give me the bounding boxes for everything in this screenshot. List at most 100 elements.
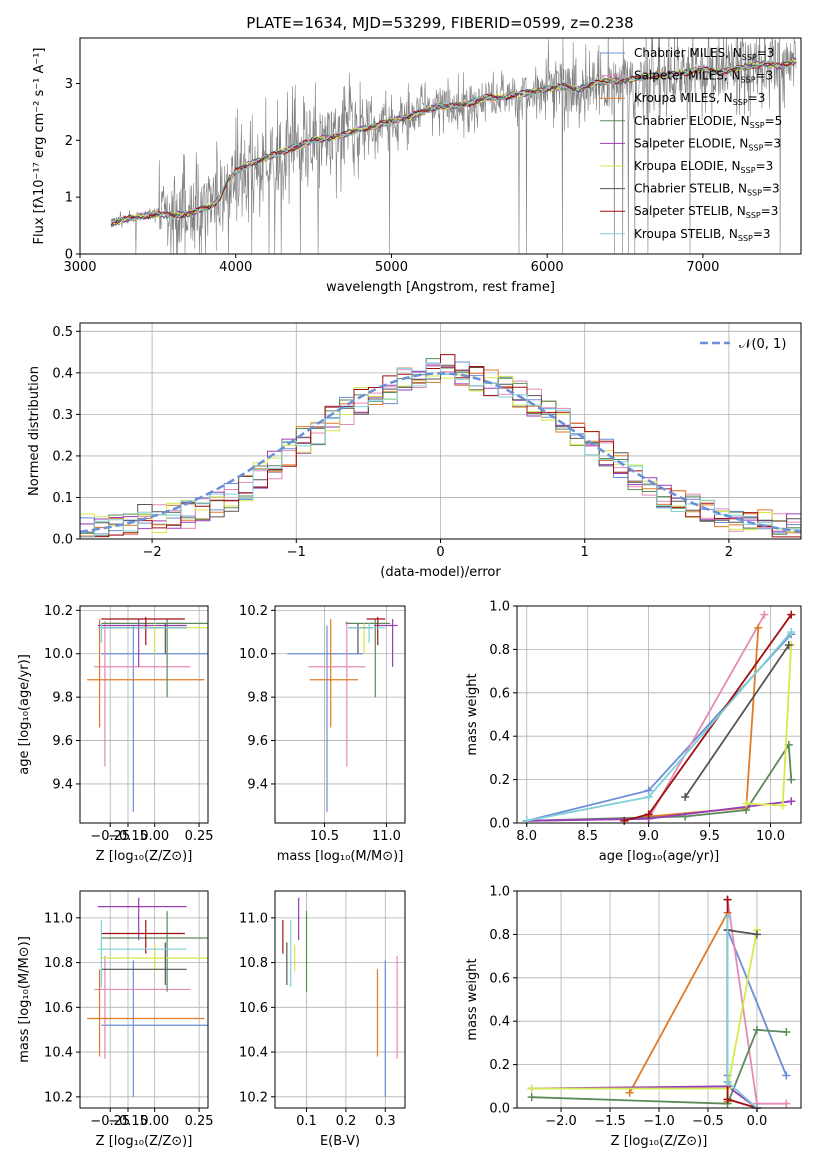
x-tick-label: 0.25 bbox=[185, 829, 214, 844]
series-marker-salpeter_stelib bbox=[644, 810, 653, 819]
x-tick-label: 6000 bbox=[531, 260, 564, 275]
series-marker-chabrier_elodie bbox=[527, 1093, 536, 1102]
x-tick-label: 0.1 bbox=[296, 1114, 317, 1129]
x-tick-label: 0.00 bbox=[140, 1114, 169, 1129]
y-axis-label: Flux [fλ10⁻¹⁷ erg cm⁻² s⁻¹ A⁻¹] bbox=[32, 48, 47, 245]
legend-label-kroupa_stelib: Kroupa STELIB, NSSP=3 bbox=[634, 227, 771, 243]
series-marker-kroupa_stelib bbox=[723, 1077, 732, 1086]
x-axis-label: Z [log₁₀(Z/Z⊙)] bbox=[96, 849, 193, 864]
x-tick-label: 5000 bbox=[375, 260, 408, 275]
x-tick-label: −0.15 bbox=[108, 829, 148, 844]
y-tick-label: 0.1 bbox=[52, 491, 73, 506]
y-tick-label: 0 bbox=[65, 248, 73, 263]
series-marker-kroupa_stelib bbox=[723, 913, 732, 922]
series-marker-salpeter_miles bbox=[782, 1099, 791, 1108]
mass_vs_Z-panel: −0.25−0.150.00 0.25 10.2 10.4 10.6 10.8 11.0 Z … bbox=[17, 890, 214, 1149]
x-axis-label: Z [log₁₀(Z/Z⊙)] bbox=[96, 1134, 193, 1149]
y-tick-label: 0.4 bbox=[52, 366, 73, 381]
x-tick-label: −2.0 bbox=[545, 1114, 577, 1129]
x-tick-label: 9.0 bbox=[638, 829, 659, 844]
x-axis-label: mass [log₁₀(M/M⊙)] bbox=[277, 849, 404, 864]
x-tick-label: −1 bbox=[287, 545, 306, 560]
y-tick-label: 10.6 bbox=[239, 1001, 268, 1016]
series-marker-kroupa_elodie bbox=[778, 801, 787, 810]
y-tick-label: 10.0 bbox=[239, 647, 268, 662]
legend-label-chabrier_elodie: Chabrier ELODIE, NSSP=5 bbox=[634, 114, 782, 130]
y-axis-label: mass weight bbox=[465, 673, 480, 755]
y-tick-label: 0.3 bbox=[52, 408, 73, 423]
series-marker-chabrier_elodie bbox=[787, 775, 796, 784]
y-tick-label: 0.2 bbox=[489, 1058, 510, 1073]
axes-frame bbox=[516, 605, 802, 824]
x-tick-label: 3000 bbox=[63, 260, 96, 275]
y-tick-label: 0.5 bbox=[52, 325, 73, 340]
massweight_vs_Z-panel: −2.0 −1.5 −1.0 −0.5 0.0 0.0 0.2 0.4 0.6 0.8 1.0 Z [… bbox=[465, 885, 802, 1149]
legend-label-salpeter_stelib: Salpeter STELIB, NSSP=3 bbox=[634, 204, 778, 220]
y-axis-label: age [log₁₀(age/yr)] bbox=[17, 654, 32, 775]
series-marker-kroupa_stelib bbox=[644, 792, 653, 801]
series-line-kroupa_miles bbox=[628, 912, 729, 1102]
axes-frame bbox=[79, 890, 209, 1109]
series-marker-salpeter_stelib bbox=[787, 610, 796, 619]
y-axis-label: mass weight bbox=[465, 958, 480, 1040]
x-axis-label: age [log₁₀(age/yr)] bbox=[599, 849, 720, 864]
x-tick-label: 7000 bbox=[686, 260, 719, 275]
x-tick-label: −0.25 bbox=[90, 1114, 130, 1129]
y-tick-label: 0.6 bbox=[489, 971, 510, 986]
histogram-salpeter_stelib bbox=[80, 354, 801, 539]
series-line-chabrier_elodie bbox=[531, 1028, 787, 1105]
x-tick-label: 10.5 bbox=[310, 829, 339, 844]
y-tick-label: 0.4 bbox=[489, 730, 510, 745]
axes-frame bbox=[79, 605, 209, 824]
y-tick-label: 9.4 bbox=[52, 777, 73, 792]
y-tick-label: 3 bbox=[65, 77, 73, 92]
y-tick-label: 0.2 bbox=[489, 773, 510, 788]
series-marker-kroupa_stelib bbox=[787, 628, 796, 637]
legend-label-kroupa_miles: Kroupa MILES, NSSP=3 bbox=[634, 91, 765, 107]
x-tick-label: 11.0 bbox=[372, 829, 401, 844]
y-tick-label: 11.0 bbox=[44, 911, 73, 926]
series-line-chabrier_stelib bbox=[684, 644, 790, 798]
spectrum-data-line bbox=[110, 38, 797, 254]
series-marker-chabrier_elodie bbox=[782, 1028, 791, 1037]
y-tick-label: 10.0 bbox=[44, 647, 73, 662]
y-tick-label: 0.8 bbox=[489, 643, 510, 658]
x-tick-label: 0.2 bbox=[336, 1114, 357, 1129]
legend-label-chabrier_miles: Chabrier MILES, NSSP=3 bbox=[634, 46, 774, 62]
model-fit-kroupa_stelib bbox=[110, 60, 797, 224]
x-tick-label: 0 bbox=[436, 545, 444, 560]
y-tick-label: 1.0 bbox=[489, 885, 510, 900]
series-marker-chabrier_elodie bbox=[752, 1025, 761, 1034]
mass_vs_ebv-panel: 0.1 0.2 0.3 10.2 10.4 10.6 10.8 11.0 E(B-V) bbox=[239, 890, 406, 1149]
x-tick-label: −1.5 bbox=[594, 1114, 626, 1129]
series-marker-chabrier_stelib bbox=[752, 930, 761, 939]
series-marker-salpeter_elodie bbox=[787, 797, 796, 806]
y-tick-label: 0.4 bbox=[489, 1015, 510, 1030]
y-tick-label: 1.0 bbox=[489, 600, 510, 615]
series-line-salpeter_elodie bbox=[531, 1085, 758, 1108]
legend-label-salpeter_elodie: Salpeter ELODIE, NSSP=3 bbox=[634, 136, 781, 152]
y-tick-label: 10.2 bbox=[44, 1090, 73, 1105]
y-tick-label: 10.6 bbox=[44, 1001, 73, 1016]
y-axis-label: mass [log₁₀(M/M⊙)] bbox=[17, 936, 32, 1063]
model-fit-salpeter_stelib bbox=[110, 61, 797, 226]
y-tick-label: 0.0 bbox=[52, 533, 73, 548]
x-tick-label: 1 bbox=[581, 545, 589, 560]
y-tick-label: 11.0 bbox=[239, 911, 268, 926]
series-marker-salpeter_stelib bbox=[723, 895, 732, 904]
massweight_vs_age-panel: 8.0 8.5 9.0 9.5 10.0 0.0 0.2 0.4 0.6 0.8 1.0 age [l… bbox=[465, 600, 802, 864]
x-tick-label: −2 bbox=[143, 545, 162, 560]
series-marker-kroupa_miles bbox=[625, 1088, 634, 1097]
spectrum-panel: 3000 4000 5000 6000 7000 0 1 2 3 wavelength [Angs… bbox=[32, 37, 802, 295]
series-marker-chabrier_miles bbox=[782, 1071, 791, 1080]
y-tick-label: 0.8 bbox=[489, 928, 510, 943]
x-tick-label: 4000 bbox=[219, 260, 252, 275]
series-marker-chabrier_stelib bbox=[784, 641, 793, 650]
y-tick-label: 0.0 bbox=[489, 817, 510, 832]
y-tick-label: 1 bbox=[65, 191, 73, 206]
x-tick-label: 8.0 bbox=[516, 829, 537, 844]
series-marker-kroupa_elodie bbox=[527, 1084, 536, 1093]
y-tick-label: 0.0 bbox=[489, 1102, 510, 1117]
y-tick-label: 9.8 bbox=[247, 691, 268, 706]
